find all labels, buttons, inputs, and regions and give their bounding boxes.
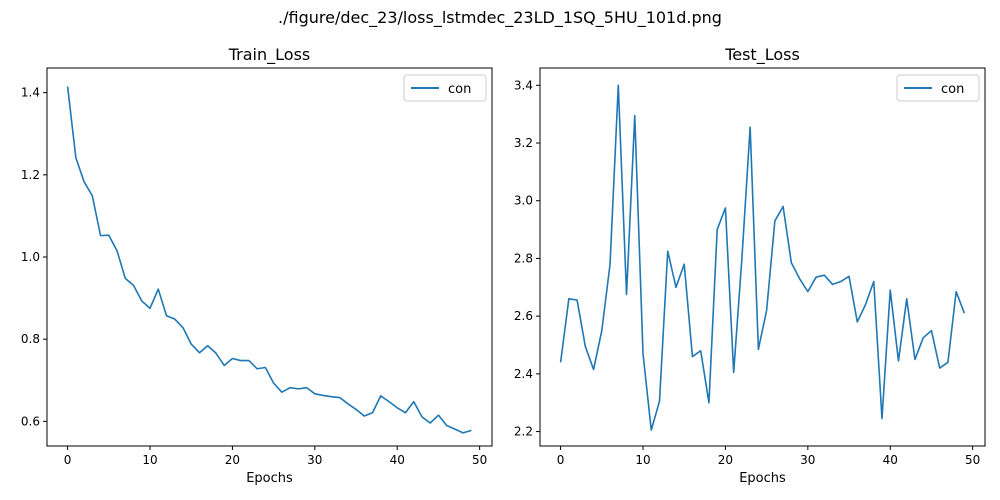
test-loss-legend-box xyxy=(896,74,980,102)
test-loss-x-tick-label: 30 xyxy=(800,453,815,467)
figure-title: ./figure/dec_23/loss_lstmdec_23LD_1SQ_5H… xyxy=(278,8,722,27)
test-loss-y-tick-label: 2.8 xyxy=(514,251,533,265)
test-loss-x-tick-label: 40 xyxy=(883,453,898,467)
test-loss-x-tick-label: 20 xyxy=(718,453,733,467)
test-loss-y-tick-label: 3.0 xyxy=(514,194,533,208)
train-loss-x-axis-label: Epochs xyxy=(246,471,293,486)
train-loss-x-tick-label: 0 xyxy=(64,453,72,467)
test-loss-x-tick-label: 10 xyxy=(635,453,650,467)
test-loss-plot-frame xyxy=(539,67,986,447)
test-loss-y-tick-label: 3.2 xyxy=(514,136,533,150)
train-loss-legend-box xyxy=(403,74,487,102)
test-loss-y-tick-label: 2.4 xyxy=(514,367,533,381)
train-loss-x-tick-label: 30 xyxy=(307,453,322,467)
test-loss-series-con-line xyxy=(559,84,966,431)
train-loss-title: Train_Loss xyxy=(228,45,310,65)
train-loss-x-tick-label: 50 xyxy=(472,453,487,467)
test-loss-x-tick-label: 50 xyxy=(965,453,980,467)
train-loss-y-tick-label: 0.8 xyxy=(21,332,40,346)
train-loss-x-tick-label: 10 xyxy=(142,453,157,467)
test-loss-y-tick-label: 2.6 xyxy=(514,309,533,323)
test-loss-y-tick-label: 2.2 xyxy=(514,425,533,439)
test-loss-legend-label: con xyxy=(941,82,964,97)
train-loss-legend-label: con xyxy=(448,82,471,97)
train-loss-y-tick-label: 0.6 xyxy=(21,414,40,428)
test-loss-x-axis-label: Epochs xyxy=(739,471,786,486)
train-loss-plot-frame xyxy=(46,67,493,447)
train-loss-legend: con xyxy=(403,74,487,102)
train-loss-y-tick-label: 1.4 xyxy=(21,86,40,100)
test-loss-panel: Test_Loss 0 10 20 30 40 50 2.2 2.4 2.6 2.8 3.0 3.2 3.… xyxy=(514,45,986,486)
train-loss-y-tick-label: 1.0 xyxy=(21,250,40,264)
train-loss-series-con-line xyxy=(66,86,472,434)
test-loss-title: Test_Loss xyxy=(724,45,800,65)
test-loss-legend: con xyxy=(896,74,980,102)
test-loss-x-tick-label: 0 xyxy=(557,453,565,467)
train-loss-x-tick-label: 40 xyxy=(390,453,405,467)
test-loss-y-tick-label: 3.4 xyxy=(514,78,533,92)
train-loss-x-tick-label: 20 xyxy=(225,453,240,467)
train-loss-y-tick-label: 1.2 xyxy=(21,168,40,182)
train-loss-panel: Train_Loss 0 10 20 30 40 50 0.6 0.8 1.0 1.2 1.4 Epoc… xyxy=(21,45,493,486)
